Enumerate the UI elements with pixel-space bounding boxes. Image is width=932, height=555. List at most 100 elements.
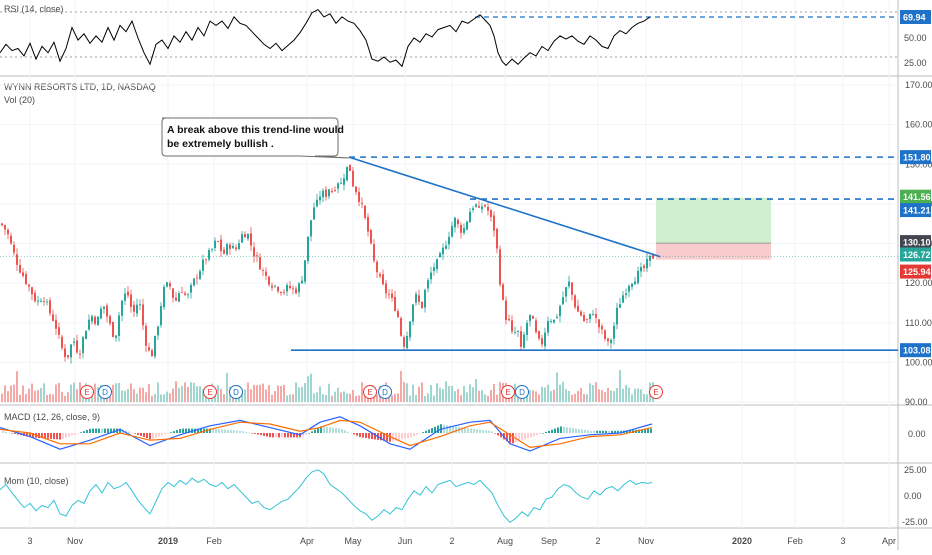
macd-histogram-bar [68, 433, 70, 437]
event-marker-label: E [505, 388, 510, 397]
macd-histogram-bar [551, 429, 553, 433]
volume-bar [610, 390, 612, 402]
candle-body [550, 321, 552, 323]
price-tag-stop-box: 130.10 [903, 238, 931, 248]
candle-body [85, 330, 87, 340]
macd-histogram-bar [56, 433, 58, 440]
candle-body [124, 293, 126, 301]
macd-histogram-bar [314, 429, 316, 433]
macd-histogram-bar [284, 433, 286, 438]
volume-bar [250, 389, 252, 402]
macd-histogram-bar [119, 428, 121, 433]
macd-histogram-bar [410, 433, 412, 438]
volume-bar [622, 388, 624, 402]
macd-histogram-bar [545, 431, 547, 433]
volume-bar [598, 389, 600, 402]
trend-line[interactable] [348, 156, 661, 258]
momentum-pane[interactable]: Mom (10, close) [0, 469, 653, 523]
price-tag-entry-bg [900, 264, 931, 279]
candle-body [418, 295, 420, 302]
candle-body [514, 332, 516, 333]
annotation-callout[interactable]: A break above this trend-line would be e… [161, 117, 350, 159]
rsi-pane[interactable]: RSI (14, close) [0, 4, 898, 68]
volume-bar [628, 387, 630, 402]
volume-bar [37, 390, 39, 402]
volume-bar [292, 394, 294, 402]
candle-body [154, 335, 156, 357]
candle-body [562, 297, 564, 305]
long-position-stop-zone[interactable] [656, 243, 771, 260]
candle-body [139, 304, 141, 306]
volume-bar [400, 370, 402, 402]
time-tick-label: May [344, 536, 362, 546]
candle-body [175, 297, 177, 301]
candle-body [223, 249, 225, 254]
candle-body [412, 304, 414, 322]
volume-bar [475, 378, 477, 402]
macd-histogram-bar [47, 433, 49, 439]
candle-body [568, 281, 570, 287]
macd-histogram-bar [482, 429, 484, 433]
candle-body [82, 337, 84, 354]
candle-body [37, 300, 39, 302]
volume-bar [532, 390, 534, 402]
macd-histogram-bar [89, 428, 91, 433]
candle-body [613, 325, 615, 339]
price-axis[interactable]: 170.00160.00150.00140.00130.00120.00110.… [900, 10, 932, 527]
volume-bar [439, 387, 441, 402]
macd-histogram-bar [464, 427, 466, 433]
candle-body [382, 274, 384, 285]
volume-bar [268, 385, 270, 402]
candle-body [157, 326, 159, 336]
macd-histogram-bar [233, 430, 235, 433]
macd-histogram-bar [383, 433, 385, 441]
volume-bar [487, 395, 489, 402]
volume-bar [514, 383, 516, 402]
candle-body [472, 208, 474, 210]
volume-bar [46, 395, 48, 402]
candle-body [121, 300, 123, 316]
time-axis[interactable]: 3 Nov 2019 Feb Apr May Jun 2 Aug Sep 2 Nov 2020 Feb 3 A… [27, 536, 896, 546]
volume-bar [52, 394, 54, 402]
long-position-target-zone[interactable] [656, 197, 771, 244]
candle-body [250, 233, 252, 246]
macd-histogram-bar [26, 433, 28, 437]
price-tag-target: 141.56 [903, 192, 931, 202]
volume-bar [424, 395, 426, 402]
candle-body [424, 289, 426, 308]
macd-histogram-bar [227, 429, 229, 433]
macd-histogram-bar [281, 433, 283, 438]
candle-body [172, 288, 174, 298]
candle-body [151, 350, 153, 357]
candle-body [466, 221, 468, 230]
volume-bar [214, 394, 216, 402]
price-tick-label: 100.00 [905, 357, 932, 367]
macd-histogram-bar [158, 433, 160, 437]
macd-histogram-bar [374, 433, 376, 440]
macd-pane[interactable]: MACD (12, 26, close, 9) [0, 412, 653, 452]
volume-bar [427, 393, 429, 402]
volume-bar [376, 394, 378, 402]
time-tick-label: 2020 [732, 536, 752, 546]
macd-histogram-bar [578, 429, 580, 433]
price-tag-entry: 125.94 [903, 267, 931, 277]
macd-histogram-bar [155, 433, 157, 438]
macd-histogram-bar [197, 428, 199, 433]
macd-histogram-bar [494, 433, 496, 434]
candle-body [577, 305, 579, 312]
candle-body [556, 316, 558, 318]
candle-body [67, 355, 69, 358]
volume-bar [418, 386, 420, 402]
volume-bar [595, 382, 597, 402]
candle-body [397, 311, 399, 318]
candle-body [202, 259, 204, 271]
volume-bar [160, 394, 162, 402]
candle-body [184, 293, 186, 295]
macd-histogram-bar [566, 427, 568, 433]
candle-body [502, 284, 504, 300]
candle-body [370, 230, 372, 244]
macd-histogram-bar [380, 433, 382, 441]
